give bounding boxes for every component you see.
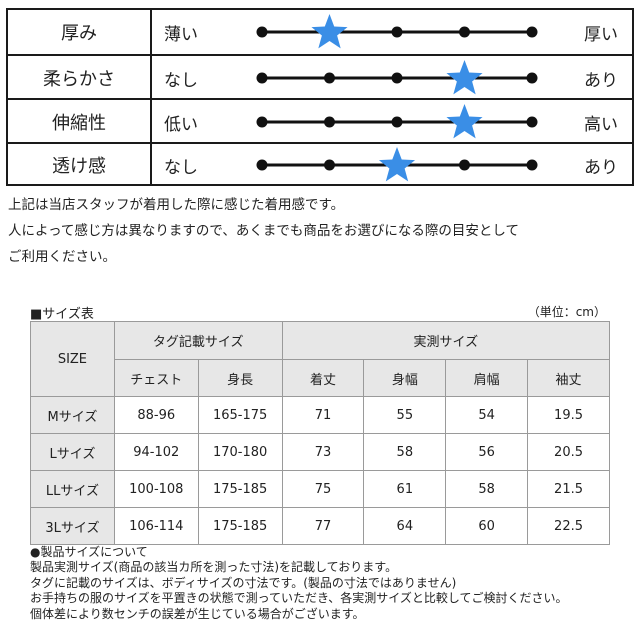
column-header: チェスト	[113, 359, 199, 397]
table-cell: 19.5	[527, 396, 610, 434]
column-header: 着丈	[281, 359, 365, 397]
feel-high-label: 厚い	[584, 24, 618, 45]
size-chart-unit: （単位：cm）	[527, 305, 606, 319]
table-cell: 106-114	[113, 507, 199, 545]
size-table: SIZE タグ記載サイズ 実測サイズ チェスト 身長 着丈 身幅 肩幅 袖丈 M…	[30, 321, 611, 545]
feel-high-label: 高い	[584, 114, 618, 135]
table-cell: 71	[281, 396, 365, 434]
scale-dot	[256, 159, 268, 171]
scale-dot	[324, 72, 335, 84]
feel-row-sheerness: 透け感 なし あり	[8, 142, 632, 186]
table-cell: 20.5	[527, 433, 610, 471]
feel-label: 伸縮性	[8, 100, 152, 144]
table-cell: 60	[445, 507, 529, 545]
feel-low-label: なし	[164, 70, 198, 91]
table-cell: 22.5	[527, 507, 610, 545]
feel-row-thickness: 厚み 薄い 厚い	[8, 10, 632, 54]
column-header: 身長	[197, 359, 283, 397]
row-size-label: LLサイズ	[30, 470, 115, 508]
group-header-tag: タグ記載サイズ	[113, 321, 283, 360]
table-cell: 21.5	[527, 470, 610, 508]
table-cell: 56	[445, 433, 529, 471]
table-cell: 100-108	[113, 470, 199, 508]
feel-high-label: あり	[584, 157, 618, 178]
scale-dot	[256, 72, 268, 84]
footnote-line: お手持ちの服のサイズを平置きの状態で測っていただき、各実測サイズと比較してご検討…	[30, 591, 568, 606]
table-cell: 77	[281, 507, 365, 545]
table-row: Lサイズ 94-102 170-180 73 58 56 20.5	[30, 433, 610, 471]
feel-high-label: あり	[584, 70, 618, 91]
footnote-line: タグに記載のサイズは、ボディサイズの寸法です。(製品の寸法ではありません)	[30, 575, 457, 590]
table-cell: 88-96	[113, 396, 199, 434]
feel-scale	[256, 147, 538, 182]
scale-dot	[256, 26, 268, 38]
feel-label: 透け感	[8, 144, 152, 186]
table-row: Mサイズ 88-96 165-175 71 55 54 19.5	[30, 396, 610, 434]
table-cell: 55	[363, 396, 447, 434]
scale-dot	[256, 116, 268, 128]
footnote-line: 製品実測サイズ(商品の該当カ所を測った寸法)を記載しております。	[30, 560, 398, 575]
feel-label: 厚み	[8, 10, 152, 54]
row-size-label: Lサイズ	[30, 433, 115, 471]
feel-row-softness: 柔らかさ なし あり	[8, 54, 632, 100]
feel-scale	[256, 60, 538, 95]
row-size-label: 3Lサイズ	[30, 507, 115, 545]
feel-low-label: 低い	[164, 114, 198, 135]
feel-low-label: 薄い	[164, 24, 198, 45]
table-cell: 58	[445, 470, 529, 508]
level-star-icon	[378, 147, 416, 182]
size-chart-title: ■サイズ表	[30, 307, 94, 322]
table-cell: 54	[445, 396, 529, 434]
scale-dot	[324, 116, 335, 128]
feel-low-label: なし	[164, 157, 198, 178]
feel-label: 柔らかさ	[8, 56, 152, 100]
feel-scale	[256, 14, 538, 49]
feel-note: 上記は当店スタッフが着用した際に感じた着用感です。 人によって感じ方は異なります…	[8, 192, 628, 270]
table-cell: 175-185	[197, 470, 283, 508]
scale-dot	[391, 26, 403, 38]
scale-dot	[526, 72, 538, 84]
column-header: 袖丈	[527, 359, 610, 397]
feel-table: 厚み 薄い 厚い 柔らかさ なし あり 伸縮性 低い 高い 透け感 なし あり	[6, 8, 634, 186]
scale-dot	[391, 116, 403, 128]
table-cell: 75	[281, 470, 365, 508]
size-header: SIZE	[30, 321, 115, 397]
table-cell: 61	[363, 470, 447, 508]
scale-dot	[459, 26, 470, 38]
table-cell: 165-175	[197, 396, 283, 434]
scale-dot	[526, 26, 538, 38]
table-cell: 170-180	[197, 433, 283, 471]
scale-dot	[391, 72, 403, 84]
row-size-label: Mサイズ	[30, 396, 115, 434]
column-header: 身幅	[363, 359, 447, 397]
feel-row-stretch: 伸縮性 低い 高い	[8, 98, 632, 144]
level-star-icon	[446, 60, 483, 95]
scale-dot	[526, 159, 538, 171]
feel-scale	[256, 104, 538, 139]
footnote-heading: ●製品サイズについて	[30, 545, 148, 559]
scale-dot	[459, 159, 470, 171]
size-footnotes: ●製品サイズについて 製品実測サイズ(商品の該当カ所を測った寸法)を記載しており…	[30, 545, 630, 622]
scale-dot	[324, 159, 335, 171]
note-line: 人によって感じ方は異なりますので、あくまでも商品をお選びになる際の目安として	[8, 223, 519, 239]
table-row: 3Lサイズ 106-114 175-185 77 64 60 22.5	[30, 507, 610, 545]
table-cell: 94-102	[113, 433, 199, 471]
footnote-line: 個体差により数センチの誤差が生じている場合がございます。	[30, 606, 365, 621]
note-line: 上記は当店スタッフが着用した際に感じた着用感です。	[8, 197, 345, 213]
column-header: 肩幅	[445, 359, 529, 397]
level-star-icon	[446, 104, 483, 139]
table-cell: 58	[363, 433, 447, 471]
table-cell: 175-185	[197, 507, 283, 545]
note-line: ご利用ください。	[8, 249, 116, 265]
scale-dot	[526, 116, 538, 128]
table-row: LLサイズ 100-108 175-185 75 61 58 21.5	[30, 470, 610, 508]
level-star-icon	[311, 14, 348, 49]
group-header-actual: 実測サイズ	[281, 321, 611, 360]
table-cell: 64	[363, 507, 447, 545]
table-cell: 73	[281, 433, 365, 471]
